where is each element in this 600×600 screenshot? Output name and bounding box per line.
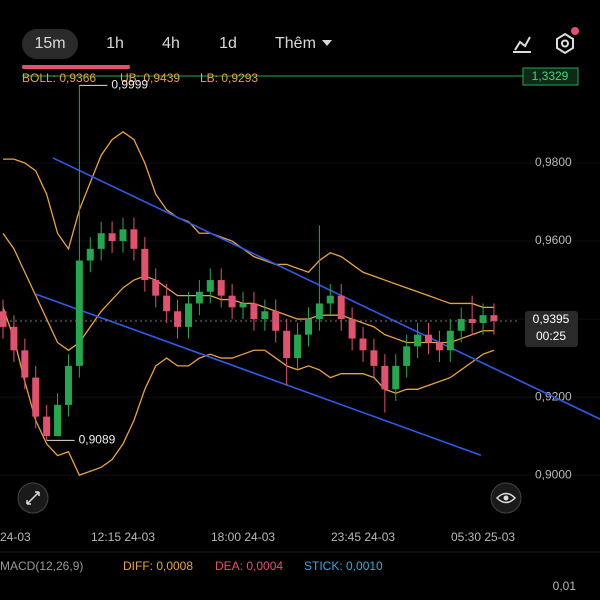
candle-body [446, 330, 454, 351]
x-tick-label: 12:15 24-03 [91, 530, 155, 544]
candle-body [21, 350, 29, 378]
eye-icon [495, 492, 517, 504]
boll-band [3, 130, 494, 309]
x-tick-label: 23:45 24-03 [331, 530, 395, 544]
trend-line [35, 293, 482, 456]
candle-body [337, 295, 345, 320]
candle-body [457, 319, 465, 331]
candle-body [414, 334, 422, 347]
candle-body [403, 346, 411, 366]
candle-body [490, 315, 498, 322]
boll-label: BOLL: 0,9366 [22, 71, 96, 85]
candle-body [184, 303, 192, 327]
level-label: 1,3329 [532, 69, 569, 83]
macd-dea: DEA: 0,0004 [215, 559, 283, 573]
candle-body [130, 229, 138, 249]
candle-body [54, 404, 62, 437]
candle-body [479, 315, 487, 323]
candle-body [315, 303, 323, 320]
annotation-label: 0,9089 [79, 433, 116, 447]
y-tick-label: 0,9600 [535, 233, 572, 247]
candle-body [326, 295, 334, 304]
macd-diff: DIFF: 0,0008 [123, 559, 193, 573]
candle-body [163, 295, 171, 312]
candle-body [424, 334, 432, 343]
ub-label: UB: 0,9439 [120, 71, 180, 85]
boll-band [2, 307, 495, 476]
candle-body [228, 295, 236, 308]
candle-body [370, 350, 378, 366]
macd-stick: STICK: 0,0010 [304, 559, 383, 573]
candle-body [348, 319, 356, 339]
candle-body [43, 416, 51, 437]
candle-body [392, 365, 400, 390]
boll-band [2, 232, 494, 352]
annotation-label: 0,9999 [111, 78, 148, 92]
candle-body [381, 365, 389, 390]
candle-body [152, 280, 160, 296]
interval[interactable]: 1d [219, 35, 237, 52]
candle-body [195, 291, 203, 304]
candle-body [141, 248, 149, 281]
candle-body [359, 338, 367, 351]
candle-body [206, 280, 214, 292]
expand-icon [26, 491, 40, 505]
x-tick-label: 24-03 [0, 530, 31, 544]
trend-line [52, 157, 600, 420]
candle-body [283, 330, 291, 359]
indicator-icon[interactable] [513, 36, 531, 53]
y-tick-label: 0,9800 [535, 155, 572, 169]
candle-body [10, 326, 18, 351]
y-tick-label: 0,9000 [535, 467, 572, 481]
candle-body [32, 377, 40, 417]
plot-area: 0,98000,96000,94000,92000,900024-0312:15… [0, 78, 600, 544]
x-tick-label: 18:00 24-03 [211, 530, 275, 544]
interval[interactable]: 15m [34, 35, 65, 52]
candle-body [119, 229, 127, 242]
x-tick-label: 05:30 25-03 [451, 530, 515, 544]
candle-body [435, 342, 443, 351]
candle-body [0, 311, 7, 327]
last-price-label: 0,9395 [533, 312, 570, 326]
lb-label: LB: 0,9293 [200, 71, 258, 85]
macd-scale: 0,01 [553, 579, 577, 593]
notification-dot [571, 27, 579, 35]
candle-body [217, 280, 225, 296]
candle-body [294, 334, 302, 359]
candle-body [64, 365, 72, 405]
candle-body [86, 248, 94, 261]
active-interval[interactable] [22, 29, 78, 59]
candle-body [174, 311, 182, 327]
price-box [525, 311, 578, 348]
dropdown-icon[interactable] [322, 40, 332, 46]
settings-icon-center [561, 39, 569, 48]
interval[interactable]: 4h [162, 35, 180, 52]
interval[interactable]: 1h [106, 35, 124, 52]
countdown: 00:25 [536, 329, 566, 343]
candle-body [75, 260, 83, 366]
eye-pupil [503, 495, 509, 501]
macd-label: MACD(12,26,9) [0, 559, 83, 573]
candle-body [304, 319, 312, 335]
candle-body [97, 233, 105, 249]
candle-body [261, 311, 269, 320]
candle-body [250, 303, 258, 320]
progress-bar [22, 65, 130, 69]
candle-body [108, 233, 116, 242]
settings-icon[interactable] [556, 32, 574, 55]
candle-body [239, 303, 247, 308]
level-box [522, 67, 579, 86]
more-menu[interactable]: Thêm [275, 35, 316, 52]
candle-body [468, 319, 476, 323]
